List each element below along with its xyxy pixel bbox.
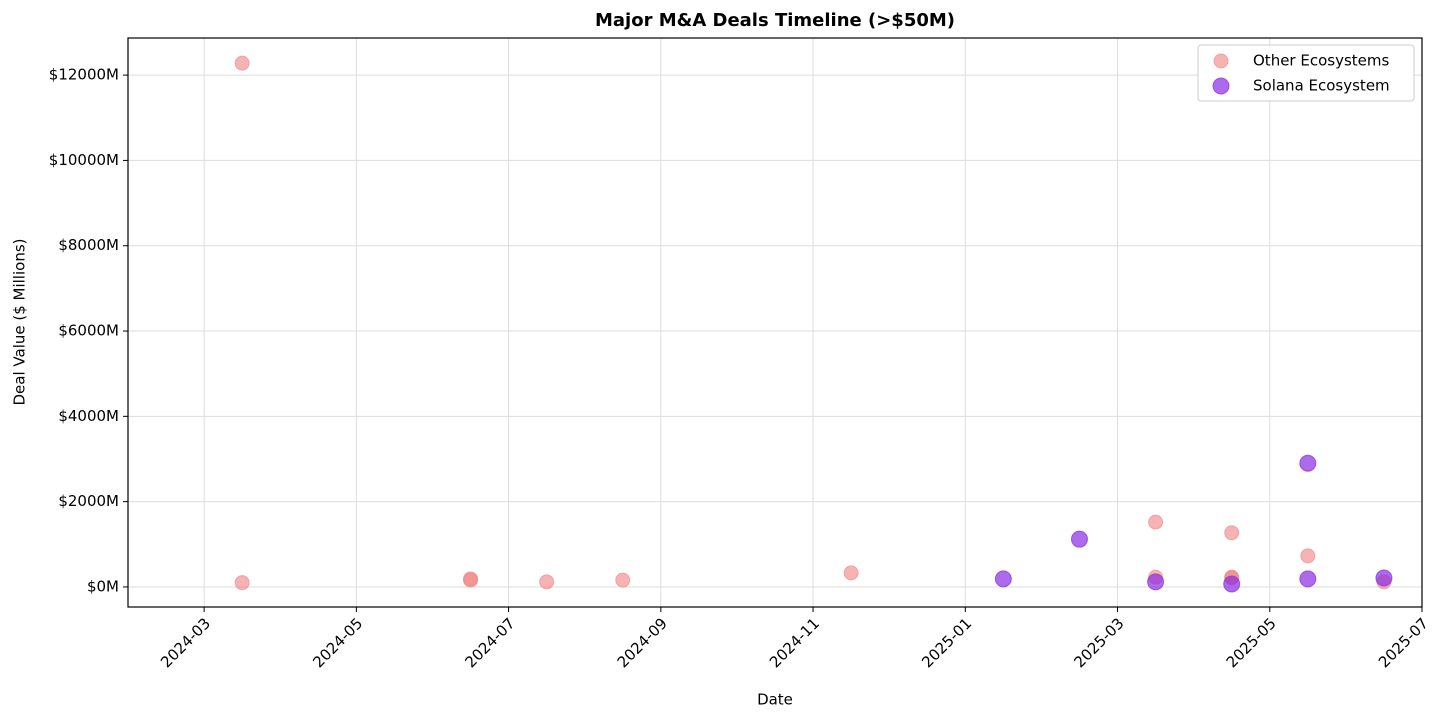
legend-label: Other Ecosystems — [1253, 52, 1389, 70]
plot-frame — [127, 37, 1423, 608]
y-tick-label: $2000M — [58, 492, 119, 510]
chart-title: Major M&A Deals Timeline (>$50M) — [595, 10, 955, 31]
data-point — [994, 570, 1012, 588]
y-tick-label: $6000M — [58, 322, 119, 340]
data-point — [463, 571, 479, 587]
data-point — [1147, 573, 1165, 591]
legend: Other Ecosystems Solana Ecosystem — [1197, 44, 1415, 102]
legend-label: Solana Ecosystem — [1253, 77, 1390, 95]
y-tick-label: $12000M — [49, 66, 119, 84]
y-tick-label: $0M — [87, 577, 119, 595]
y-axis-label: Deal Value ($ Millions) — [11, 239, 29, 406]
x-tick-label: 2024-07 — [462, 614, 519, 671]
data-point — [1375, 569, 1393, 587]
data-point — [1299, 570, 1317, 588]
x-tick-label: 2025-07 — [1375, 614, 1432, 671]
x-tick-label: 2025-01 — [918, 614, 975, 671]
data-point — [1223, 575, 1241, 593]
data-point — [843, 565, 859, 581]
legend-box — [1197, 44, 1415, 102]
legend-marker — [1213, 53, 1229, 69]
data-point — [1299, 454, 1317, 472]
data-point — [615, 572, 631, 588]
x-tick-label: 2025-03 — [1070, 614, 1127, 671]
data-point — [1148, 514, 1164, 530]
x-tick-label: 2024-09 — [614, 614, 671, 671]
y-tick-label: $4000M — [58, 407, 119, 425]
data-point — [539, 574, 555, 590]
y-tick-label: $10000M — [49, 151, 119, 169]
x-axis-label: Date — [757, 691, 793, 709]
data-point — [234, 55, 250, 71]
y-tick-label: $8000M — [58, 236, 119, 254]
x-tick-label: 2024-03 — [157, 614, 214, 671]
data-point — [1224, 525, 1240, 541]
x-tick-label: 2024-05 — [309, 614, 366, 671]
data-point — [234, 575, 250, 591]
x-tick-label: 2025-05 — [1223, 614, 1280, 671]
x-tick-label: 2024-11 — [766, 614, 823, 671]
data-point — [1070, 530, 1088, 548]
data-point — [1300, 548, 1316, 564]
legend-marker — [1212, 77, 1230, 95]
